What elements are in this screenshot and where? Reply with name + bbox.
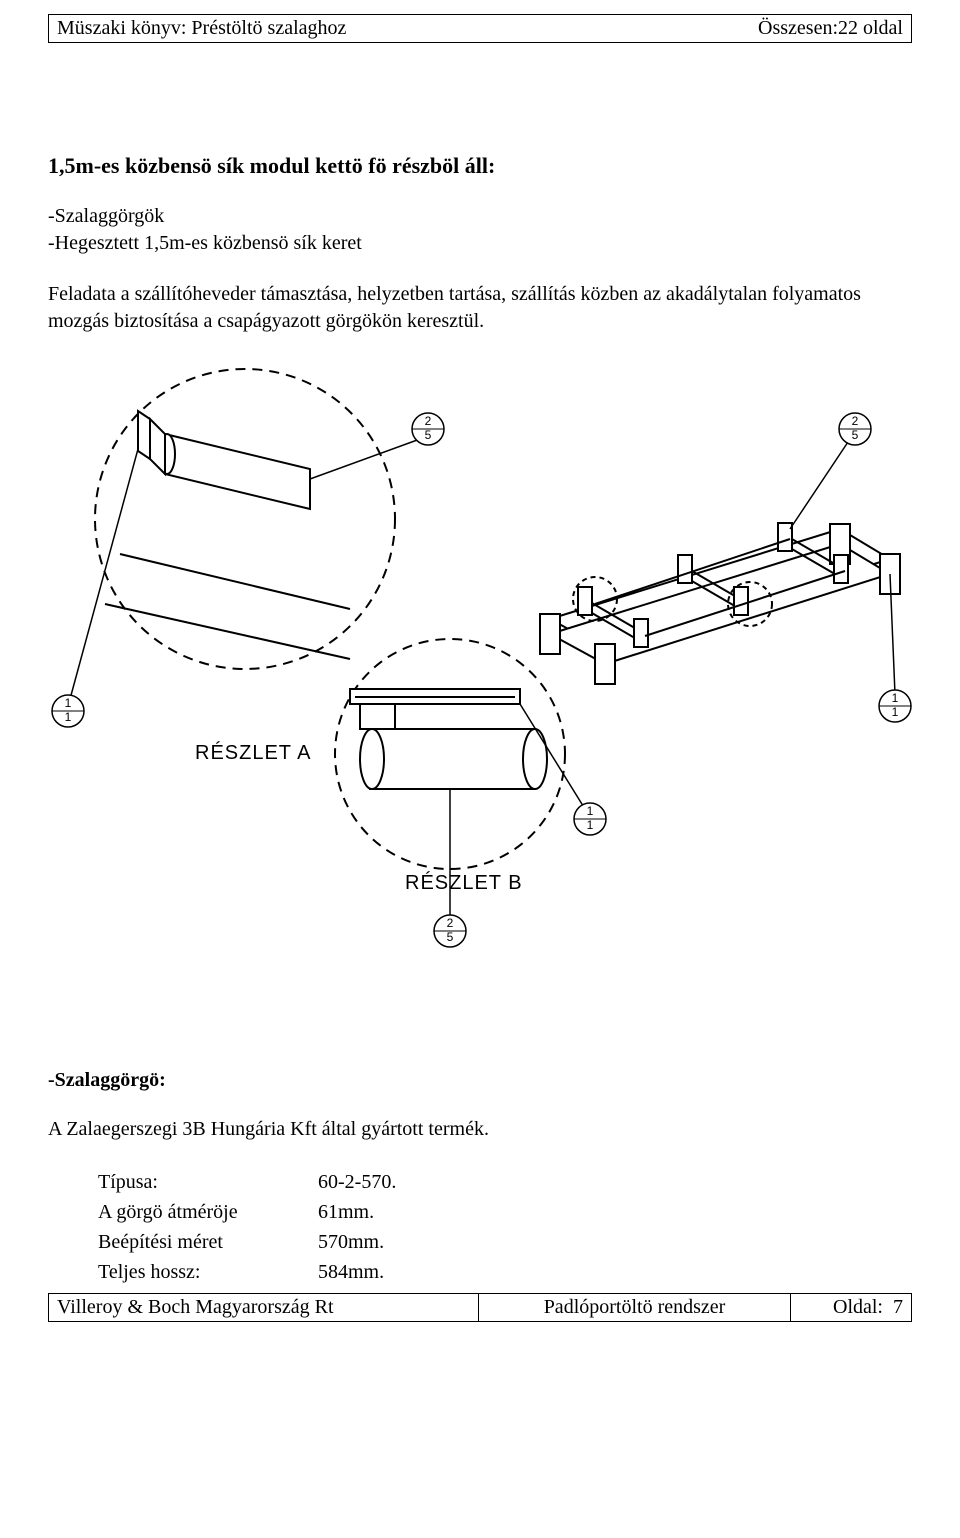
spec-row: Teljes hossz: 584mm. <box>98 1257 912 1287</box>
svg-text:5: 5 <box>852 428 859 442</box>
footer: Villeroy & Boch Magyarország Rt Padlópor… <box>48 1293 912 1322</box>
section2-heading: -Szalaggörgö: <box>48 1069 912 1092</box>
spec-table: Típusa: 60-2-570. A görgö átméröje 61mm.… <box>48 1167 912 1287</box>
svg-text:2: 2 <box>425 414 432 428</box>
header: Müszaki könyv: Préstöltö szalaghoz Össze… <box>48 14 912 43</box>
svg-text:1: 1 <box>65 710 72 724</box>
technical-figure: 2 5 1 1 RÉSZLET A <box>48 359 912 979</box>
spec-value: 61mm. <box>318 1197 374 1227</box>
spec-label: Típusa: <box>98 1167 318 1197</box>
footer-center: Padlóportöltö rendszer <box>479 1294 791 1321</box>
svg-text:5: 5 <box>447 930 454 944</box>
footer-page: Oldal: 7 <box>791 1294 911 1321</box>
section2-text: A Zalaegerszegi 3B Hungária Kft által gy… <box>48 1116 912 1143</box>
spec-row: Beépítési méret 570mm. <box>98 1227 912 1257</box>
bullet-1: -Szalaggörgök <box>48 203 912 230</box>
spec-value: 570mm. <box>318 1227 384 1257</box>
description-paragraph: Feladata a szállítóheveder támasztása, h… <box>48 281 912 335</box>
svg-text:1: 1 <box>892 691 899 705</box>
spec-row: Típusa: 60-2-570. <box>98 1167 912 1197</box>
svg-text:1: 1 <box>587 804 594 818</box>
svg-text:1: 1 <box>892 705 899 719</box>
footer-company: Villeroy & Boch Magyarország Rt <box>49 1294 479 1321</box>
spec-label: Beépítési méret <box>98 1227 318 1257</box>
detail-b-label: RÉSZLET B <box>405 871 523 894</box>
spec-row: A görgö átméröje 61mm. <box>98 1197 912 1227</box>
detail-a-label: RÉSZLET A <box>195 741 311 764</box>
header-right: Összesen:22 oldal <box>758 17 903 40</box>
bullet-list: -Szalaggörgök -Hegesztett 1,5m-es közben… <box>48 203 912 257</box>
spec-label: A görgö átméröje <box>98 1197 318 1227</box>
header-left: Müszaki könyv: Préstöltö szalaghoz <box>57 17 346 40</box>
spec-label: Teljes hossz: <box>98 1257 318 1287</box>
bullet-2: -Hegesztett 1,5m-es közbensö sík keret <box>48 230 912 257</box>
svg-text:1: 1 <box>587 818 594 832</box>
spec-value: 584mm. <box>318 1257 384 1287</box>
spec-value: 60-2-570. <box>318 1167 396 1197</box>
svg-text:2: 2 <box>852 414 859 428</box>
svg-text:5: 5 <box>425 428 432 442</box>
page-title: 1,5m-es közbensö sík modul kettö fö rész… <box>48 153 912 179</box>
svg-text:2: 2 <box>447 916 454 930</box>
svg-text:1: 1 <box>65 696 72 710</box>
